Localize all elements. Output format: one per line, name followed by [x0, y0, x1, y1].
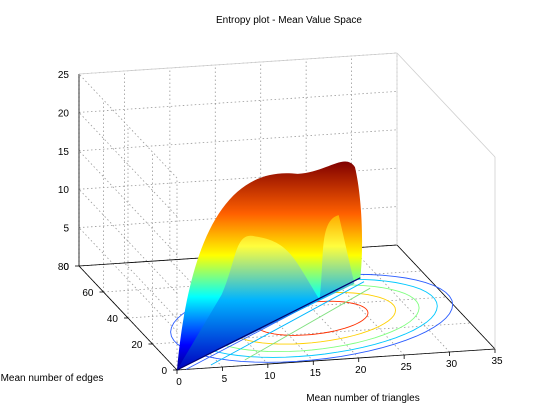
grid-line [78, 129, 398, 152]
axis-line [78, 52, 398, 75]
y-tick-label: 0 [161, 366, 167, 377]
x-axis-label: Mean number of triangles [306, 393, 419, 404]
grid-line [127, 296, 447, 319]
surface-edge [176, 277, 361, 371]
x-tick-label: 30 [446, 359, 458, 370]
surface-inner [177, 215, 355, 370]
chart-title: Entropy plot - Mean Value Space [216, 15, 362, 26]
contour-line [210, 281, 365, 366]
y-tick-label: 60 [82, 288, 94, 299]
z-tick-label: 25 [58, 70, 70, 81]
z-tick-label: 15 [58, 147, 70, 158]
axis-line [176, 348, 496, 371]
x-tick-label: 0 [176, 377, 182, 388]
x-tick-label: 10 [264, 371, 276, 382]
grid-line [78, 91, 398, 113]
grid-line [78, 167, 398, 190]
z-tick-label: 10 [58, 185, 70, 196]
z-tick-label: 20 [58, 108, 70, 119]
x-tick-label: 25 [401, 362, 413, 373]
grid-line [103, 270, 422, 293]
y-tick-label: 80 [58, 262, 70, 273]
x-tick-label: 35 [491, 356, 503, 367]
y-axis-label: Mean number of edges [1, 373, 104, 384]
x-tick-label: 5 [222, 374, 228, 385]
grid-line [78, 227, 178, 332]
x-tick-label: 20 [355, 365, 367, 376]
grid-line [78, 206, 398, 228]
z-tick-label: 5 [63, 224, 69, 235]
x-tick-label: 15 [310, 368, 322, 379]
y-tick-label: 20 [131, 340, 143, 351]
grid-line [78, 150, 178, 256]
contour-line [170, 273, 454, 363]
z-tick-label: 0 [63, 262, 69, 273]
entropy-surface [176, 161, 363, 371]
contour-line [244, 287, 371, 361]
axis-line [396, 244, 496, 350]
y-tick-label: 40 [107, 314, 119, 325]
axis-line [396, 52, 496, 158]
